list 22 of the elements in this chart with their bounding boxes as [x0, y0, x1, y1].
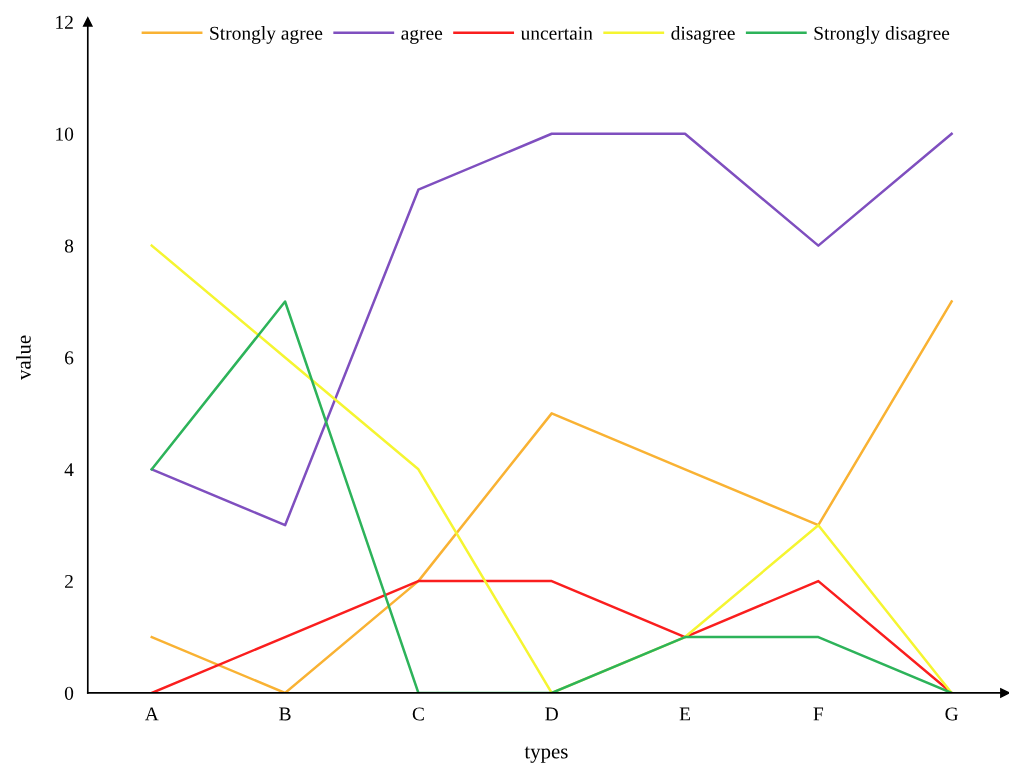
line-series [150, 132, 953, 527]
y-tick-label: 12 [56, 15, 73, 29]
y-tick-label: 2 [65, 574, 73, 588]
x-tick-label: E [679, 707, 690, 721]
x-tick-label: C [412, 707, 424, 721]
y-tick-label: 8 [64, 239, 74, 253]
x-axis-title: types [524, 746, 568, 763]
y-tick-label: 6 [65, 351, 74, 365]
legend-label: Strongly disagree [814, 26, 950, 44]
y-tick-label: 0 [64, 686, 74, 700]
x-tick-label: D [545, 707, 558, 721]
x-tick-label: F [813, 707, 824, 721]
legend-label: disagree [671, 26, 735, 44]
x-tick-label: B [279, 707, 291, 721]
legend-label: uncertain [520, 26, 593, 40]
y-axis-title: value [16, 335, 31, 380]
y-tick-label: 10 [56, 127, 74, 141]
legend-label: agree [401, 29, 443, 44]
x-tick-label: A [144, 707, 159, 721]
y-tick-label: 4 [64, 463, 74, 477]
x-tick-label: G [945, 707, 959, 721]
legend-label: Strongly agree [210, 26, 323, 44]
